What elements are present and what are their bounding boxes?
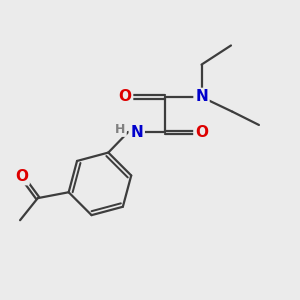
Text: O: O: [118, 89, 131, 104]
Text: O: O: [195, 125, 208, 140]
Text: H: H: [116, 123, 126, 136]
Text: O: O: [15, 169, 28, 184]
Text: N: N: [130, 125, 143, 140]
Text: N: N: [195, 89, 208, 104]
